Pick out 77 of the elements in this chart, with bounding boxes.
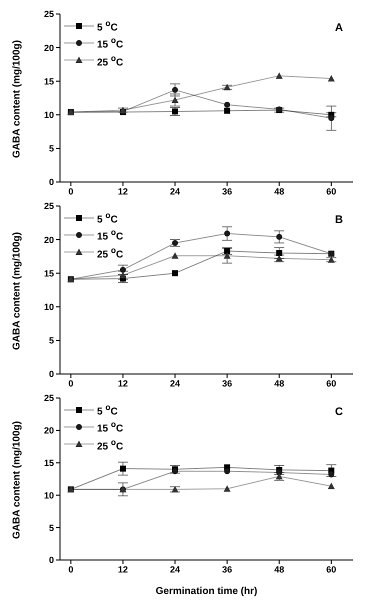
y-axis-title: GABA content (mg/100g) — [12, 40, 23, 158]
point — [172, 240, 178, 246]
y-tick-label: 20 — [44, 42, 54, 53]
y-tick-label: 25 — [44, 9, 54, 20]
x-tick-label: 24 — [170, 378, 180, 388]
x-axis-title: Germination time (hr) — [156, 586, 258, 597]
y-tick-label: 25 — [44, 201, 54, 212]
x-tick-label: 0 — [68, 378, 74, 388]
legend-label: 25 $^{o}$C — [97, 52, 124, 69]
point — [276, 254, 283, 262]
point — [172, 86, 178, 93]
point — [172, 486, 179, 492]
y-tick-label: 15 — [44, 268, 54, 278]
point — [172, 96, 179, 104]
point — [276, 250, 282, 256]
point — [224, 108, 230, 114]
point — [328, 115, 334, 122]
x-tick-label: 24 — [170, 186, 180, 196]
point — [224, 84, 231, 90]
legend-label: 15 $^{o}$C — [97, 34, 124, 52]
point — [224, 102, 230, 108]
x-tick-label: 48 — [274, 564, 284, 574]
x-tick-label: 36 — [222, 564, 232, 574]
point — [120, 466, 126, 472]
y-tick-label: 10 — [44, 490, 54, 500]
legend-label: 15 $^{o}$C — [97, 226, 124, 244]
point — [119, 272, 126, 278]
annotation: A — [335, 22, 343, 34]
x-tick-label: 48 — [274, 186, 284, 196]
point — [328, 256, 335, 263]
x-tick-label: 12 — [118, 564, 128, 574]
point — [224, 248, 230, 254]
y-tick-label: 10 — [44, 110, 54, 120]
point — [224, 252, 231, 259]
point — [224, 485, 231, 492]
point — [172, 270, 178, 276]
y-tick-label: 15 — [44, 76, 54, 86]
y-tick-label: 5 — [48, 522, 54, 533]
point — [224, 468, 230, 474]
x-tick-label: 24 — [170, 564, 180, 574]
y-tick-label: 20 — [44, 426, 54, 436]
x-tick-label: 48 — [274, 378, 284, 388]
y-tick-label: 15 — [44, 458, 54, 468]
x-tick-label: 12 — [118, 378, 128, 388]
point — [328, 75, 335, 82]
x-tick-label: 36 — [222, 378, 232, 388]
legend-label: 5 $^{o}$C — [97, 209, 118, 226]
y-tick-label: 0 — [48, 369, 54, 380]
y-tick-label: 0 — [48, 555, 54, 566]
annotation: B — [335, 214, 343, 226]
legend-label: 25 $^{o}$C — [97, 244, 124, 261]
point — [276, 234, 282, 240]
legend-label: 5 $^{o}$C — [97, 17, 118, 34]
legend-label: 5 $^{o}$C — [97, 401, 118, 418]
y-tick-label: 20 — [44, 234, 54, 245]
y-tick-label: 5 — [48, 336, 54, 346]
x-tick-label: 36 — [222, 186, 232, 196]
legend-label: 25 $^{o}$C — [97, 436, 124, 453]
y-tick-label: 10 — [44, 302, 54, 312]
x-tick-label: 12 — [118, 186, 128, 196]
legend-label: 15 $^{o}$C — [97, 418, 124, 436]
y-tick-label: 0 — [48, 177, 54, 188]
x-tick-label: 0 — [68, 564, 74, 574]
y-tick-label: 25 — [44, 393, 54, 404]
annotation: C — [335, 406, 343, 418]
y-tick-label: 5 — [48, 144, 54, 154]
x-tick-label: 0 — [68, 186, 74, 196]
point — [276, 72, 283, 79]
x-tick-label: 60 — [326, 378, 336, 388]
y-axis-title: GABA content (mg/100g) — [12, 232, 23, 350]
point — [328, 482, 335, 490]
x-tick-label: 60 — [326, 186, 336, 196]
x-tick-label: 60 — [326, 564, 336, 574]
point — [328, 471, 334, 478]
point — [172, 252, 179, 259]
point — [224, 230, 230, 237]
y-axis-title: GABA content (mg/100g) — [12, 421, 23, 539]
